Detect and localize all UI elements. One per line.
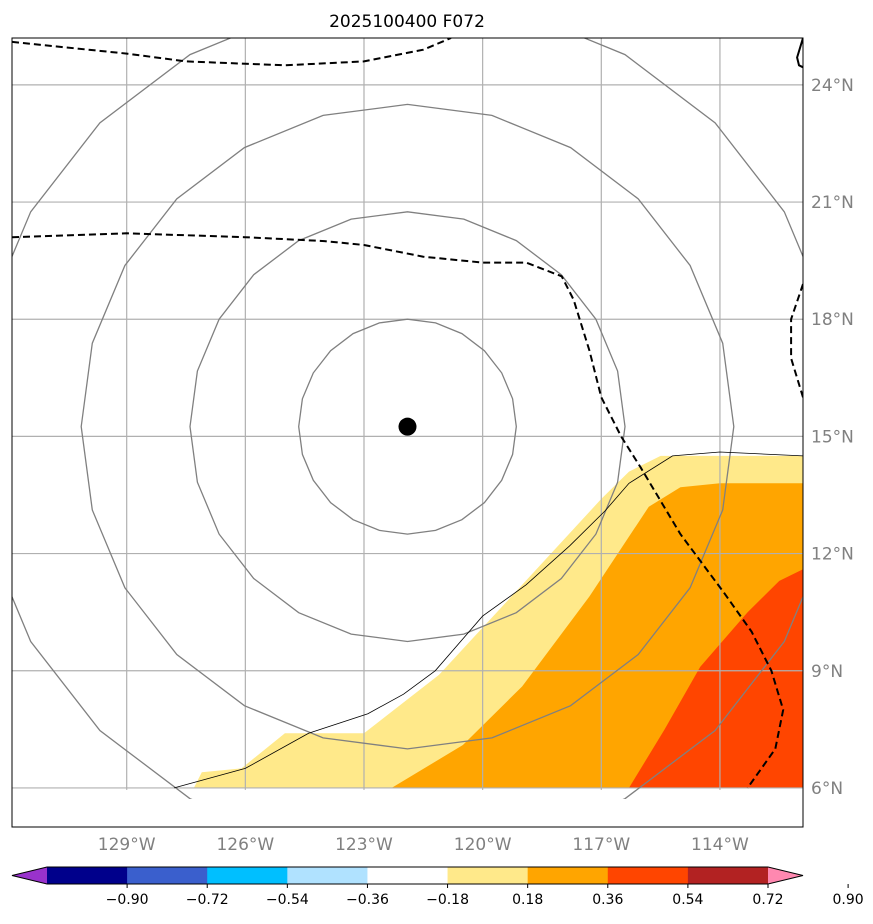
map-frame (11, 37, 804, 828)
range-rings (12, 38, 803, 799)
colorbar-label-0: −0.90 (106, 892, 149, 908)
dashed-contour-east (790, 283, 803, 398)
colorbar-box-3 (287, 867, 369, 884)
lon-label-0: 129°W (98, 835, 156, 855)
latitude-labels: 6°N 9°N 12°N 15°N 18°N 21°N 24°N (811, 76, 854, 799)
region-0.54-0.72 (629, 569, 803, 788)
colorbar-label-5: 0.18 (512, 892, 543, 908)
coast-line-b (796, 38, 803, 69)
lon-label-3: 120°W (454, 835, 512, 855)
ring-4 (12, 38, 803, 799)
colorbar-label-2: −0.54 (266, 892, 309, 908)
ring-1 (298, 318, 517, 535)
colorbar-label-9: 0.90 (833, 892, 864, 908)
lat-label-1: 9°N (811, 662, 843, 682)
colorbar-box-8 (687, 867, 769, 884)
lat-label-6: 24°N (811, 76, 854, 96)
colorbar-label-7: 0.54 (672, 892, 703, 908)
colorbar-label-4: −0.18 (426, 892, 469, 908)
longitude-labels: 129°W 126°W 123°W 120°W 117°W 114°W (98, 835, 749, 855)
storm-center-dot (398, 417, 417, 436)
filled-contours (193, 455, 803, 788)
lat-label-3: 15°N (811, 427, 854, 447)
colorbar-box-6 (527, 867, 609, 884)
colorbar-box-5 (447, 867, 529, 884)
colorbar-box-2 (207, 867, 288, 884)
map-area (12, 38, 803, 799)
lat-label-0: 6°N (811, 779, 843, 799)
dashed-contour-mid (12, 232, 785, 789)
ring-3 (80, 103, 735, 750)
colorbar-extend-low (12, 867, 47, 884)
colorbar-outline (11, 866, 804, 885)
coast-line-a (174, 451, 803, 789)
colorbar-box-1 (127, 867, 208, 884)
storm-center-marker (398, 417, 417, 436)
lat-label-4: 18°N (811, 310, 854, 330)
dashed-contour-north (12, 38, 452, 67)
chart-title: 2025100400 F072 (329, 12, 485, 32)
ring-2 (189, 211, 626, 643)
colorbar-box-0 (47, 867, 128, 884)
coastlines (174, 38, 803, 789)
colorbar-box-4 (367, 867, 449, 884)
lon-label-2: 123°W (335, 835, 393, 855)
lon-label-1: 126°W (216, 835, 274, 855)
colorbar-extend-high (768, 867, 803, 884)
colorbar-label-6: 0.36 (592, 892, 623, 908)
lon-label-4: 117°W (572, 835, 630, 855)
colorbar-label-8: 0.72 (752, 892, 783, 908)
lat-label-5: 21°N (811, 193, 854, 213)
colorbar-box-7 (607, 867, 689, 884)
colorbar: −0.90 −0.72 −0.54 −0.36 −0.18 0.18 0.36 0.54 0.7… (11, 866, 864, 908)
colorbar-label-1: −0.72 (186, 892, 229, 908)
dashed-contours (12, 38, 803, 789)
lat-label-2: 12°N (811, 545, 854, 565)
colorbar-label-3: −0.36 (346, 892, 389, 908)
lon-label-5: 114°W (691, 835, 749, 855)
